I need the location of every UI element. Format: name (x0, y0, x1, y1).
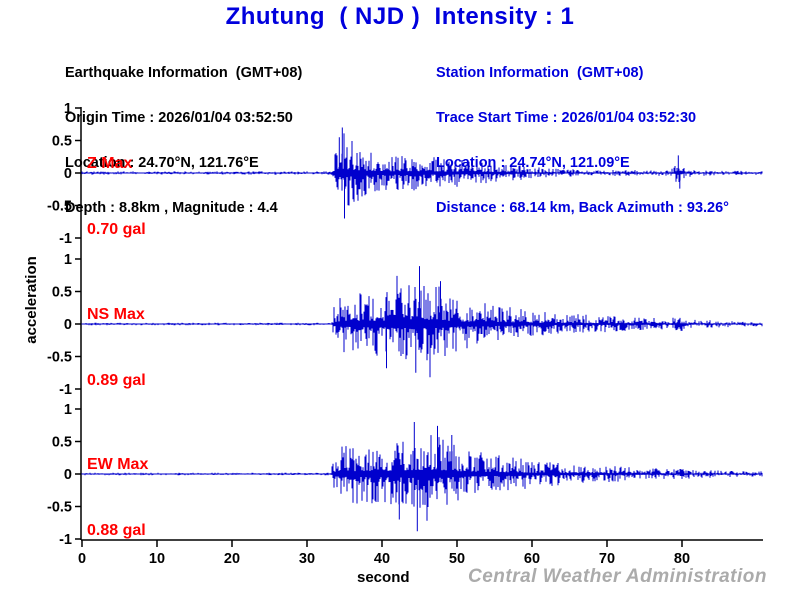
y-tick-label: 0.5 (52, 435, 72, 451)
distance-azimuth-text: Distance : 68.14 km, Back Azimuth : 93.2… (436, 200, 729, 216)
y-tick-label: 1 (64, 402, 72, 418)
trace-max-label-z: Z Max 0.70 gal (87, 109, 146, 285)
waveform-ns (81, 266, 763, 378)
watermark: Central Weather Administration (468, 566, 767, 587)
trace-max-label-ns: NS Max 0.89 gal (87, 260, 146, 436)
x-tick-label: 0 (78, 551, 86, 567)
y-tick-label: -0.5 (47, 500, 72, 516)
y-tick-label: 1 (64, 101, 72, 117)
y-tick-label: -1 (59, 231, 72, 247)
x-tick-label: 60 (524, 551, 540, 567)
waveform-z (81, 127, 763, 219)
x-tick-label: 70 (599, 551, 615, 567)
y-tick-label: 0.5 (52, 285, 72, 301)
trace-max-value: 0.88 gal (87, 522, 146, 539)
y-tick-label: -1 (59, 382, 72, 398)
y-tick-label: 1 (64, 252, 72, 268)
y-tick-label: -1 (59, 532, 72, 548)
x-axis-ticks: 0 10 20 30 40 50 60 70 80 (78, 540, 690, 567)
trace-max-label-ew: EW Max 0.88 gal (87, 410, 148, 586)
depth-magnitude-text: Depth : 8.8km , Magnitude : 4.4 (65, 200, 278, 216)
x-tick-label: 20 (224, 551, 240, 567)
earthquake-info-heading: Earthquake Information (GMT+08) (65, 65, 303, 81)
x-axis-title: second (357, 569, 410, 586)
station-location-text: Location : 24.74°N, 121.09°E (436, 155, 630, 171)
x-tick-label: 40 (374, 551, 390, 567)
y-tick-label: 0 (64, 317, 72, 333)
y-tick-label: 0.5 (52, 134, 72, 150)
origin-time-text: Origin Time : 2026/01/04 03:52:50 (65, 110, 293, 126)
x-tick-label: 50 (449, 551, 465, 567)
page-title: Zhutung ( NJD ) Intensity : 1 (225, 3, 575, 30)
y-axis-ticks-panel-2: 1 0.5 0 -0.5 -1 (47, 402, 81, 548)
waveform-ew (81, 422, 763, 532)
y-axis-ticks-panel-0: 1 0.5 0 -0.5 -1 (47, 101, 81, 247)
y-axis-ticks-panel-1: 1 0.5 0 -0.5 -1 (47, 252, 81, 398)
x-tick-label: 10 (149, 551, 165, 567)
x-tick-label: 30 (299, 551, 315, 567)
trace-start-time-text: Trace Start Time : 2026/01/04 03:52:30 (436, 110, 697, 126)
trace-max-name: EW Max (87, 456, 149, 473)
x-tick-label: 80 (674, 551, 690, 567)
y-tick-label: 0 (64, 467, 72, 483)
y-axis-title: acceleration (23, 256, 40, 344)
y-tick-label: -0.5 (47, 199, 72, 215)
station-info: Station Information (GMT+08) Trace Start… (436, 36, 729, 246)
y-tick-label: -0.5 (47, 350, 72, 366)
y-tick-label: 0 (64, 166, 72, 182)
epicenter-location-text: Location : 24.70°N, 121.76°E (65, 155, 259, 171)
trace-max-name: NS Max (87, 306, 145, 323)
trace-max-value: 0.70 gal (87, 221, 146, 238)
station-info-heading: Station Information (GMT+08) (436, 65, 644, 81)
trace-max-name: Z Max (87, 155, 133, 172)
trace-max-value: 0.89 gal (87, 372, 146, 389)
earthquake-info: Earthquake Information (GMT+08) Origin T… (65, 36, 302, 246)
